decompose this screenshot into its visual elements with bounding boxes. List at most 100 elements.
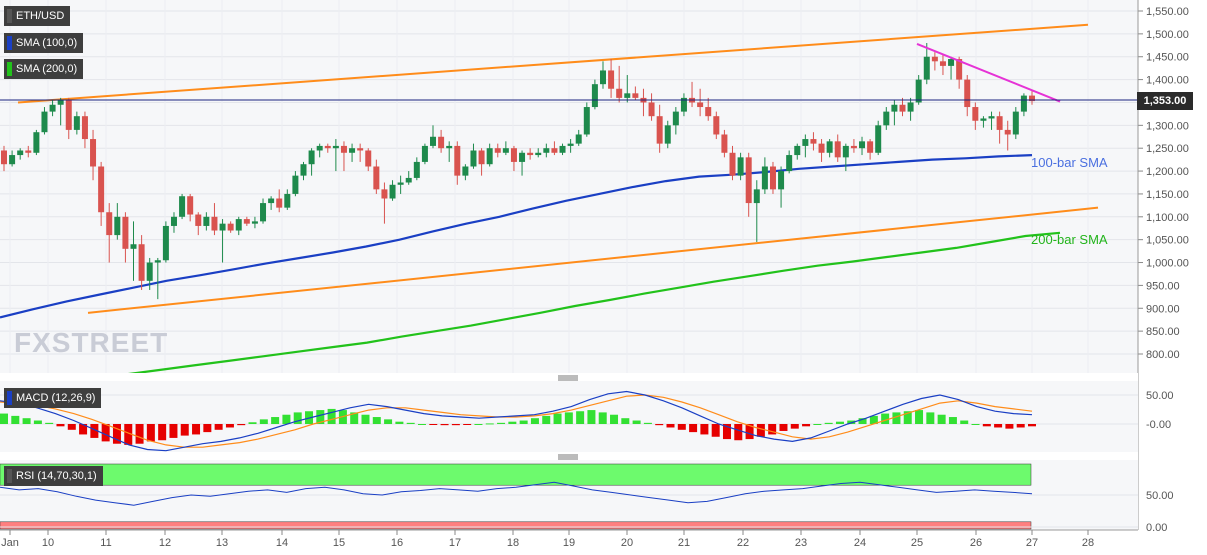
panel-divider[interactable] <box>0 373 1138 381</box>
macd-hist-bar <box>655 424 664 426</box>
candle-body <box>535 152 542 156</box>
macd-hist-bar <box>316 410 325 424</box>
candle-body <box>276 198 283 208</box>
candle-body <box>850 145 857 149</box>
sma200-legend[interactable]: SMA (200,0) <box>4 59 84 79</box>
candle-body <box>81 116 88 140</box>
candle-body <box>98 166 105 213</box>
resize-handle-icon-2[interactable] <box>558 454 578 460</box>
candle-body <box>729 152 736 176</box>
candle-body <box>980 118 987 121</box>
candle-body <box>1020 95 1027 112</box>
macd-hist-bar <box>768 424 777 435</box>
macd-hist-bar <box>497 422 506 424</box>
sma100-swatch <box>7 36 12 50</box>
macd-hist-bar <box>926 412 935 424</box>
macd-hist-bar <box>643 422 652 424</box>
channel-lower <box>87 206 1099 314</box>
candle-body <box>721 134 728 153</box>
rsi-legend[interactable]: RSI (14,70,30,1) <box>4 466 103 486</box>
y-tick-label: 1,300.00 <box>1146 120 1189 132</box>
candle-body <box>324 145 331 149</box>
panel-divider-2[interactable] <box>0 452 1138 460</box>
candle-body <box>867 141 874 153</box>
candle-body <box>9 155 16 165</box>
time-x-axis: Jan 10 11 12 13 14 15 16 17 18 19 20 21 22 23 24 25 26 27 2… <box>1 530 1094 549</box>
macd-hist-bar <box>79 424 88 435</box>
x-tick-label: 16 <box>391 537 403 549</box>
sma100-legend[interactable]: SMA (100,0) <box>4 33 84 53</box>
current-price-badge: 1,353.00 <box>1137 92 1193 110</box>
macd-swatch <box>7 391 12 405</box>
macd-hist-bar <box>293 412 302 424</box>
macd-hist-bar <box>440 424 449 426</box>
candle-body <box>470 150 477 167</box>
candle-body <box>1 150 7 165</box>
macd-hist-bar <box>813 424 822 425</box>
candle-body <box>268 198 275 204</box>
macd-hist-bar <box>429 424 438 425</box>
candle-body <box>154 260 161 263</box>
x-tick-label: 17 <box>449 537 461 549</box>
candle-body <box>948 59 955 66</box>
candle-body <box>227 223 234 231</box>
candle-body <box>583 107 590 135</box>
candle-body <box>260 203 267 222</box>
instrument-label[interactable]: ETH/USD <box>4 6 71 26</box>
candle-body <box>17 150 24 156</box>
macd-hist-bar <box>745 424 754 440</box>
x-tick-label: 15 <box>333 537 345 549</box>
candle-body <box>802 139 809 146</box>
sma100-path <box>0 154 1033 319</box>
candle-body <box>996 116 1003 130</box>
candle-body <box>810 139 817 144</box>
y-tick-label: 1,550.00 <box>1146 6 1189 18</box>
macd-hist-bar <box>135 424 144 444</box>
candle-body <box>446 145 453 149</box>
resistance-trendline <box>916 43 1061 103</box>
candle-body <box>130 244 137 249</box>
macd-hist-bar <box>271 417 280 424</box>
candle-body <box>251 221 258 224</box>
y-tick-label: 800.00 <box>1146 349 1180 361</box>
macd-hist-bar <box>56 424 65 427</box>
macd-hist-bar <box>237 424 246 426</box>
macd-hist-bar <box>158 424 167 441</box>
sma200-path <box>89 231 1061 381</box>
macd-hist-bar <box>756 424 765 437</box>
candle-body <box>1029 95 1035 102</box>
candle-body <box>826 141 833 153</box>
x-tick-label: 19 <box>563 537 575 549</box>
candle-body <box>430 136 437 146</box>
macd-hist-bar <box>248 422 257 424</box>
candle-body <box>114 216 121 236</box>
candle-body <box>923 56 930 80</box>
candle-body <box>478 150 485 165</box>
candle-body <box>551 148 558 153</box>
candle-body <box>33 132 40 153</box>
macd-legend[interactable]: MACD (12,26,9) <box>4 388 102 408</box>
macd-hist-bar <box>180 424 189 436</box>
candle-body <box>697 102 704 108</box>
candle-body <box>211 216 218 231</box>
rsi-tick-label: 0.00 <box>1146 522 1167 534</box>
candle-body <box>842 145 849 158</box>
candle-body <box>519 152 526 162</box>
candle-body <box>834 141 841 158</box>
rsi-plot <box>0 463 1138 530</box>
macd-hist-bar <box>45 422 54 424</box>
macd-hist-bar <box>1016 424 1025 428</box>
candle-body <box>170 216 177 226</box>
macd-hist-bar <box>666 424 675 428</box>
candle-body <box>745 157 752 204</box>
candle-body <box>349 148 356 153</box>
x-tick-label: 14 <box>276 537 288 549</box>
watermark-logo: FXSTREET <box>14 327 168 358</box>
macd-hist-bar <box>203 424 212 433</box>
y-tick-label: 1,000.00 <box>1146 258 1189 270</box>
candle-body <box>567 143 574 146</box>
resize-handle-icon[interactable] <box>558 375 578 381</box>
candle-body <box>632 93 639 98</box>
y-tick-label: 1,050.00 <box>1146 235 1189 247</box>
macd-hist-bar <box>858 418 867 424</box>
